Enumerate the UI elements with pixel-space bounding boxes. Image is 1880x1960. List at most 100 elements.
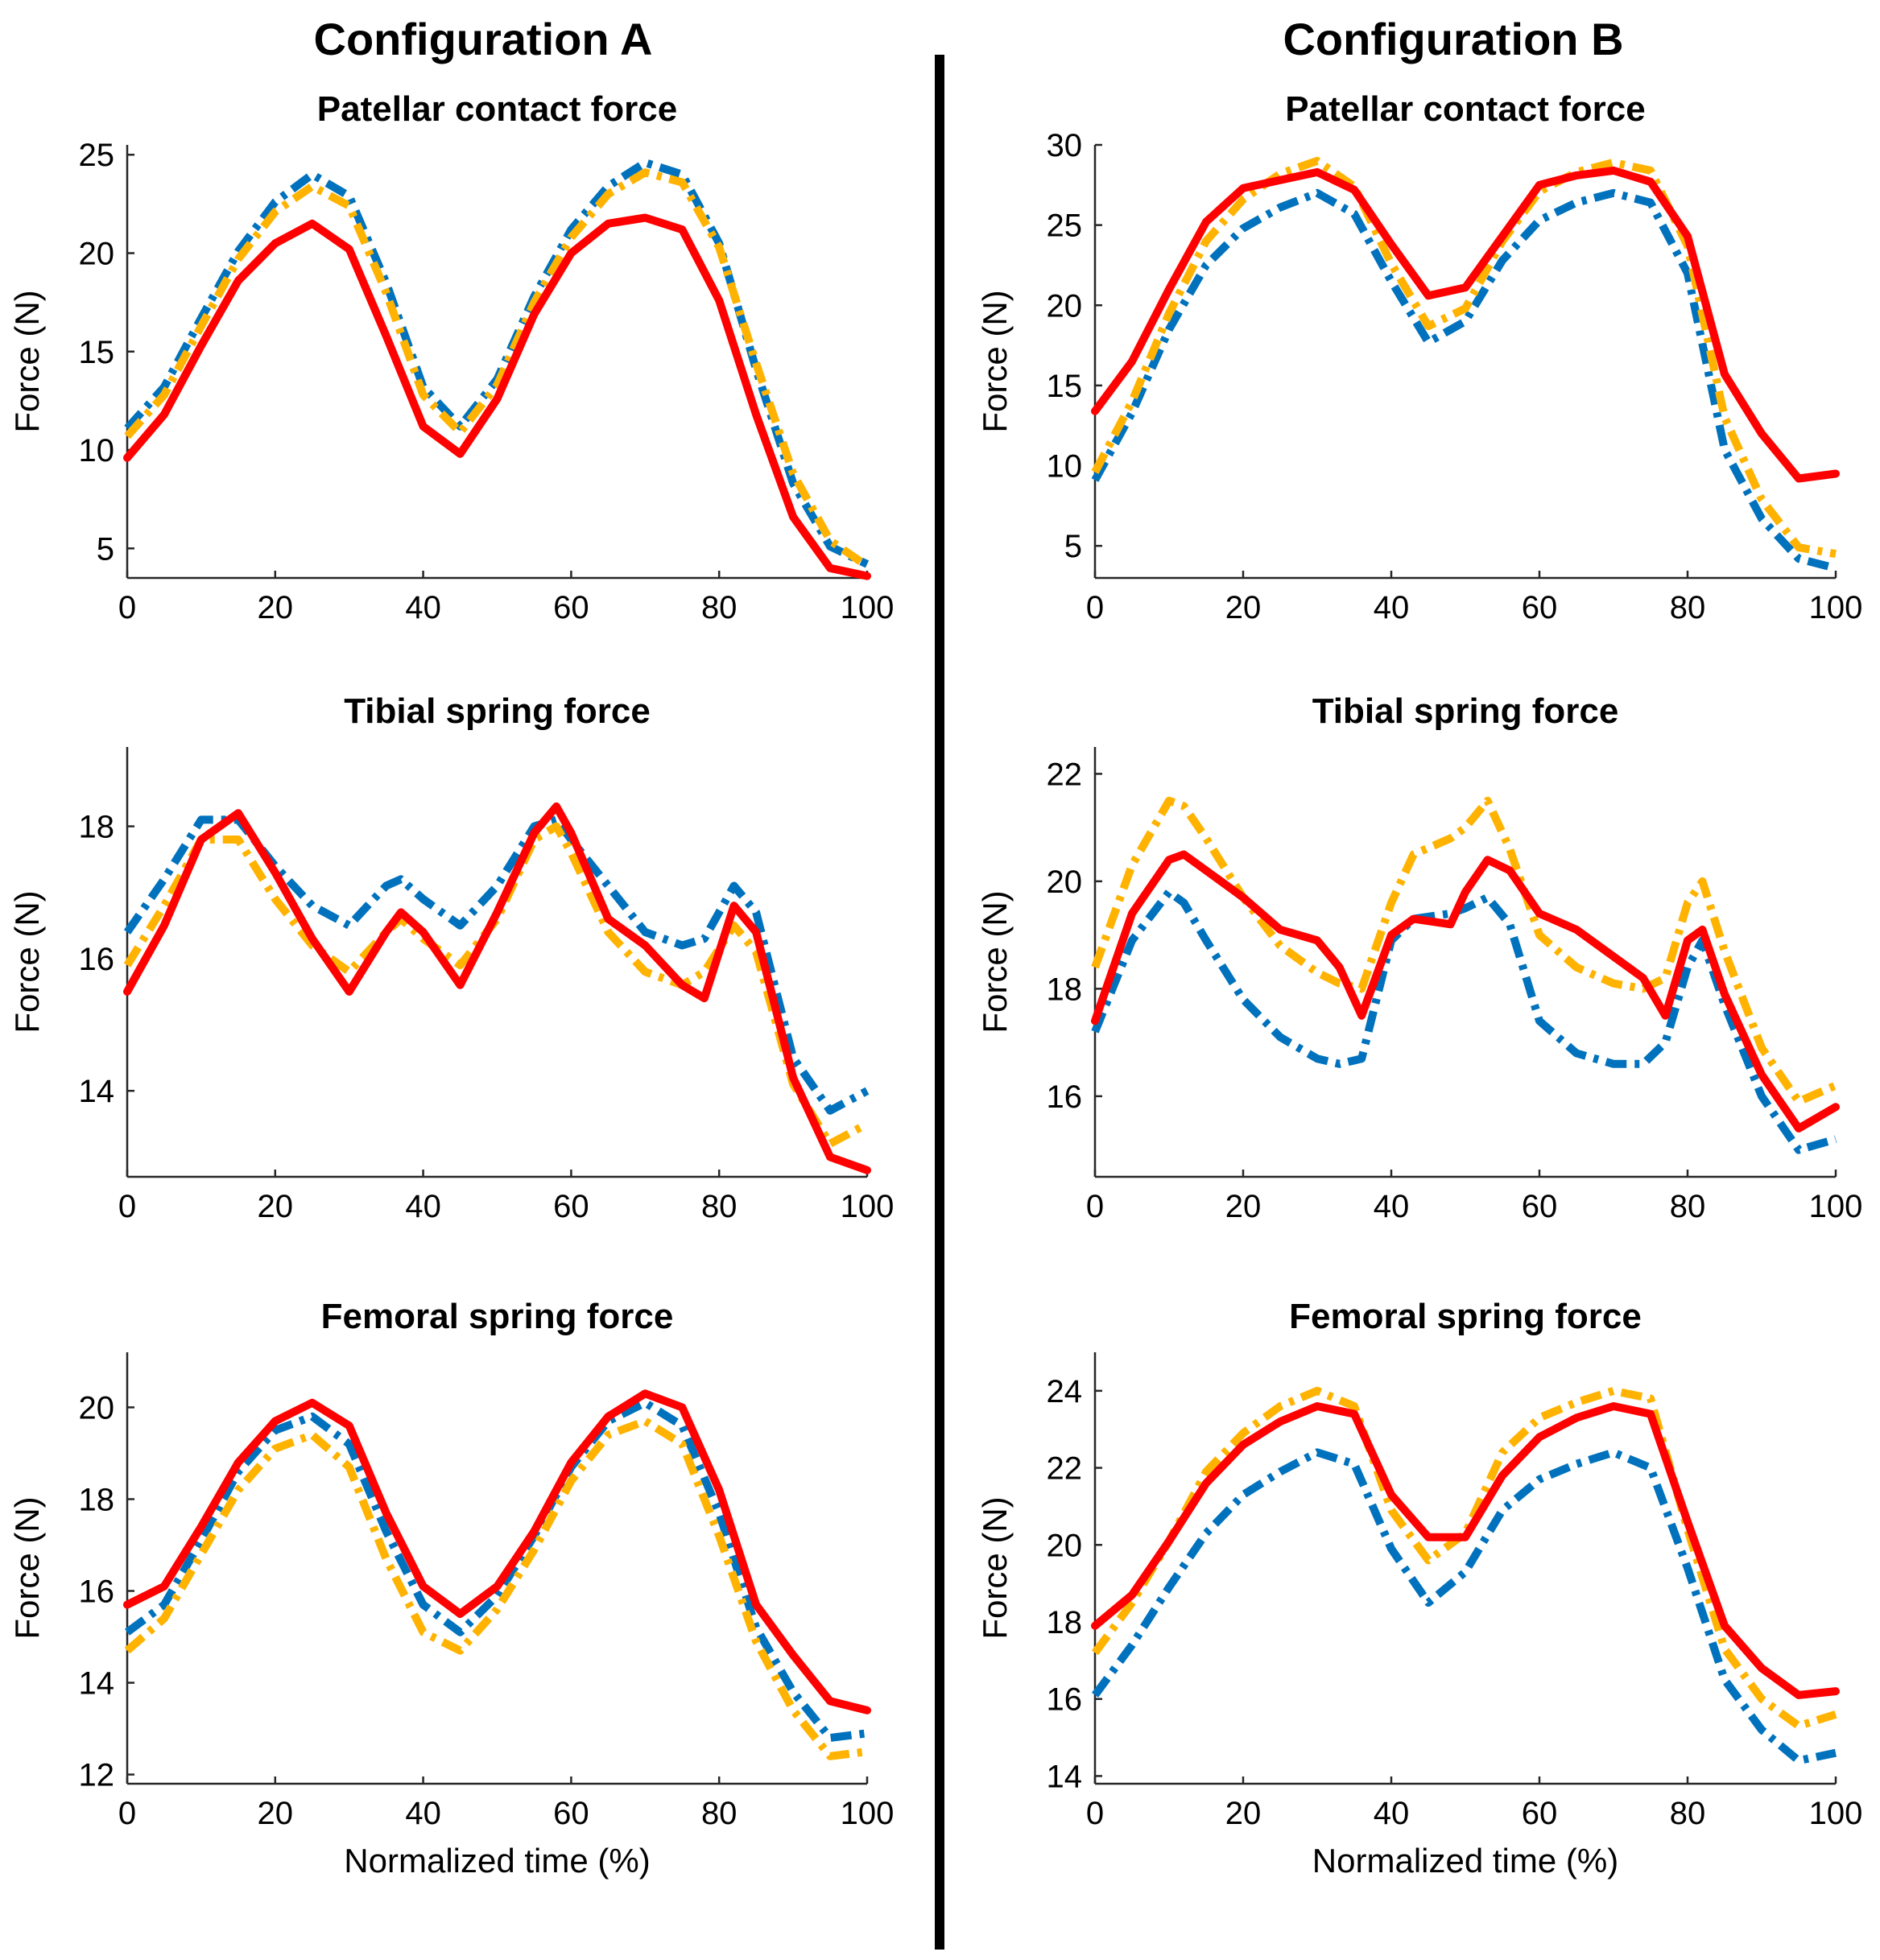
x-tick-label: 100 <box>1809 1189 1863 1224</box>
y-tick-label: 20 <box>1047 288 1083 324</box>
y-tick-label: 15 <box>1047 369 1083 404</box>
y-tick-label: 12 <box>79 1758 115 1793</box>
y-axis-label: Force (N) <box>976 290 1014 432</box>
chart-panel-4: Tibial spring force 0 20 40 60 80 100 16 18 20 22 F… <box>976 691 1862 1224</box>
chart-panel-3: Tibial spring force 0 20 40 60 80 100 14 16 18 For… <box>8 691 894 1224</box>
x-tick-label: 0 <box>1086 590 1104 625</box>
series-line-red <box>1091 850 1840 1133</box>
y-tick-label: 5 <box>97 531 114 567</box>
x-tick-label: 40 <box>405 1189 441 1224</box>
y-tick-label: 25 <box>79 138 115 173</box>
y-tick-label: 10 <box>79 433 115 468</box>
x-axis-label: Normalized time (%) <box>1312 1842 1618 1880</box>
y-tick-label: 14 <box>79 1666 115 1702</box>
y-tick-label: 16 <box>1047 1682 1083 1718</box>
series-line-blue <box>1091 888 1837 1154</box>
series-line-red <box>123 213 871 580</box>
series-line-blue <box>125 1398 868 1742</box>
x-tick-label: 40 <box>1374 590 1410 625</box>
y-axis-label: Force (N) <box>8 290 46 432</box>
x-tick-label: 40 <box>405 1796 441 1831</box>
x-tick-label: 20 <box>1225 590 1262 625</box>
y-tick-label: 20 <box>1047 1528 1083 1563</box>
panel-title: Tibial spring force <box>1312 691 1619 731</box>
x-tick-label: 20 <box>258 590 294 625</box>
y-tick-label: 24 <box>1047 1374 1083 1409</box>
x-tick-label: 60 <box>1522 1796 1558 1831</box>
series-line-yellow <box>124 1417 868 1760</box>
x-tick-label: 40 <box>405 590 441 625</box>
y-tick-label: 15 <box>79 335 115 370</box>
x-tick-label: 20 <box>1225 1189 1262 1224</box>
y-tick-label: 20 <box>1047 864 1083 900</box>
series-line-blue <box>1091 1448 1837 1765</box>
x-tick-label: 0 <box>118 1189 136 1224</box>
x-tick-label: 80 <box>1670 1796 1706 1831</box>
series-line-yellow <box>1091 156 1837 559</box>
x-tick-label: 100 <box>1809 1796 1863 1831</box>
x-tick-label: 20 <box>258 1796 294 1831</box>
x-tick-label: 0 <box>1086 1796 1104 1831</box>
y-axis-label: Force (N) <box>8 1496 46 1639</box>
y-tick-label: 14 <box>1047 1759 1083 1794</box>
panel-title: Femoral spring force <box>1289 1297 1642 1336</box>
y-axis-label: Force (N) <box>976 1496 1014 1639</box>
y-tick-label: 16 <box>79 942 115 977</box>
x-tick-label: 20 <box>1225 1796 1262 1831</box>
panel-title: Femoral spring force <box>321 1297 674 1336</box>
x-tick-label: 60 <box>553 590 589 625</box>
panel-title: Tibial spring force <box>344 691 651 731</box>
chart-panel-1: Patellar contact force 0 20 40 60 80 100 5 10 15 2… <box>8 89 894 625</box>
y-tick-label: 25 <box>1047 208 1083 244</box>
x-axis-label: Normalized time (%) <box>344 1842 650 1880</box>
panel-title: Patellar contact force <box>1285 89 1646 129</box>
column-title-b: Configuration B <box>1283 14 1623 64</box>
series-line-red <box>123 1389 871 1714</box>
y-tick-label: 10 <box>1047 449 1083 485</box>
x-tick-label: 0 <box>118 590 136 625</box>
y-tick-label: 20 <box>79 237 115 272</box>
x-tick-label: 40 <box>1374 1796 1410 1831</box>
panel-title: Patellar contact force <box>317 89 678 129</box>
chart-panel-2: Patellar contact force 0 20 40 60 80 100 5 10 15 2… <box>976 89 1862 625</box>
x-tick-label: 80 <box>701 590 738 625</box>
y-tick-label: 18 <box>1047 1605 1083 1640</box>
chart-panel-6: Femoral spring force 0 20 40 60 80 100 14 16 18 20… <box>976 1297 1862 1880</box>
x-tick-label: 100 <box>841 1796 895 1831</box>
x-tick-label: 60 <box>553 1796 589 1831</box>
x-tick-label: 60 <box>1522 1189 1558 1224</box>
y-tick-label: 16 <box>79 1574 115 1610</box>
series-line-yellow <box>124 168 870 570</box>
y-tick-label: 16 <box>1047 1079 1083 1115</box>
series-line-red <box>1091 166 1840 483</box>
y-axis-label: Force (N) <box>8 890 46 1033</box>
x-tick-label: 0 <box>1086 1189 1104 1224</box>
x-tick-label: 20 <box>258 1189 294 1224</box>
x-tick-label: 80 <box>701 1189 738 1224</box>
series-line-red <box>1091 1402 1840 1699</box>
y-tick-label: 20 <box>79 1390 115 1426</box>
x-tick-label: 100 <box>1809 590 1863 625</box>
x-tick-label: 100 <box>841 590 895 625</box>
x-tick-label: 60 <box>1522 590 1558 625</box>
series-line-red <box>123 802 871 1174</box>
x-tick-label: 80 <box>1670 1189 1706 1224</box>
series-line-yellow <box>1091 796 1837 1106</box>
y-tick-label: 30 <box>1047 128 1083 163</box>
x-tick-label: 40 <box>1374 1189 1410 1224</box>
x-tick-label: 60 <box>553 1189 589 1224</box>
series-line-yellow <box>123 822 870 1148</box>
series-line-blue <box>1091 188 1837 572</box>
y-tick-label: 18 <box>79 1482 115 1517</box>
y-tick-label: 5 <box>1064 529 1082 564</box>
y-tick-label: 18 <box>79 810 115 845</box>
chart-panel-5: Femoral spring force 0 20 40 60 80 100 12 14 16 18… <box>8 1297 894 1880</box>
x-tick-label: 0 <box>118 1796 136 1831</box>
y-tick-label: 22 <box>1047 1451 1083 1487</box>
x-tick-label: 80 <box>1670 590 1706 625</box>
column-title-a: Configuration A <box>314 14 653 64</box>
y-tick-label: 14 <box>79 1074 115 1109</box>
x-tick-label: 100 <box>841 1189 895 1224</box>
y-tick-label: 22 <box>1047 757 1083 792</box>
